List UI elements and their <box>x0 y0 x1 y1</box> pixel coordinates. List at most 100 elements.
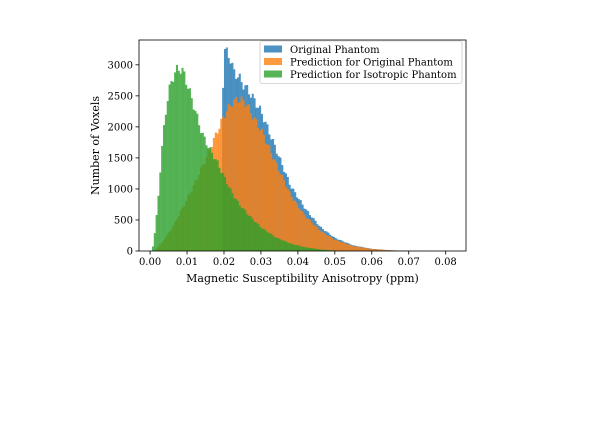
bar <box>318 249 321 251</box>
bar <box>345 244 348 251</box>
bar <box>318 230 321 251</box>
bar <box>207 148 210 251</box>
bar <box>240 208 243 251</box>
bar <box>236 200 239 251</box>
bar <box>268 145 271 251</box>
bar <box>273 159 276 251</box>
bar <box>303 246 306 251</box>
bar <box>336 240 339 251</box>
bar <box>281 240 284 251</box>
y-axis-label: Number of Voxels <box>89 96 102 195</box>
bar <box>151 246 154 251</box>
bar <box>327 250 330 251</box>
bar <box>249 216 252 251</box>
x-tick-label: 0.05 <box>324 257 346 268</box>
bar <box>386 250 389 251</box>
bar <box>266 232 269 251</box>
bar <box>292 200 295 251</box>
bar <box>310 222 313 251</box>
bar <box>292 244 295 251</box>
bar <box>344 243 347 251</box>
bar <box>225 184 228 251</box>
bar <box>308 219 312 251</box>
bar <box>334 239 337 251</box>
bar <box>242 208 245 251</box>
bar <box>297 245 300 251</box>
bar <box>264 230 267 251</box>
bar <box>175 64 178 251</box>
bar <box>305 218 308 251</box>
bar <box>331 238 334 251</box>
y-tick-label: 2500 <box>108 91 133 102</box>
bar <box>166 101 169 251</box>
bar <box>275 237 278 251</box>
bar <box>190 98 193 251</box>
bar <box>321 231 324 251</box>
bar <box>351 245 354 251</box>
bar <box>364 247 367 251</box>
bar <box>368 248 371 251</box>
bar <box>299 246 302 251</box>
y-tick-label: 2000 <box>108 122 133 133</box>
bar <box>277 238 280 251</box>
bar <box>211 152 214 251</box>
bar <box>284 241 287 251</box>
bar <box>248 104 251 252</box>
bar <box>172 81 175 251</box>
bar <box>277 170 280 251</box>
bar <box>290 196 293 251</box>
bar <box>281 175 284 251</box>
bar <box>236 102 239 252</box>
bar <box>297 207 300 251</box>
bar <box>249 113 252 251</box>
bar <box>242 100 245 251</box>
plot-frame <box>138 39 467 252</box>
bar <box>238 205 241 251</box>
bar <box>205 145 208 251</box>
bar <box>229 105 232 252</box>
bar <box>312 225 315 251</box>
bar <box>307 247 310 251</box>
bar <box>255 222 258 251</box>
bar <box>246 214 249 251</box>
bar <box>209 147 212 251</box>
bar <box>259 226 262 251</box>
bar <box>332 239 336 251</box>
x-tick-label: 0.02 <box>213 257 235 268</box>
legend-label: Prediction for Original Phantom <box>290 58 453 69</box>
bar <box>288 191 291 251</box>
bar <box>307 218 310 251</box>
bar <box>233 99 236 252</box>
bar <box>227 103 230 252</box>
bar <box>377 249 380 251</box>
bar <box>157 195 160 251</box>
bar <box>185 84 188 251</box>
bar <box>268 233 271 251</box>
bar <box>255 119 258 252</box>
bar <box>229 188 232 251</box>
bar <box>253 117 256 251</box>
bar <box>325 235 328 251</box>
x-tick-label: 0.04 <box>287 257 309 268</box>
bar <box>301 246 304 251</box>
bar <box>235 97 238 251</box>
bar <box>225 111 228 251</box>
bar <box>174 72 177 251</box>
bar <box>231 106 234 251</box>
bar <box>231 193 234 251</box>
bar <box>375 249 378 251</box>
x-tick-label: 0.07 <box>398 257 420 268</box>
bar <box>259 130 262 251</box>
bar <box>192 109 195 251</box>
legend-label: Prediction for Isotropic Phantom <box>290 70 457 81</box>
bar <box>279 239 282 251</box>
bar <box>342 242 345 251</box>
bar <box>303 214 306 251</box>
legend-label: Original Phantom <box>290 45 380 56</box>
y-tick-label: 1000 <box>108 184 133 195</box>
bar <box>222 173 225 251</box>
bar <box>294 200 297 251</box>
bar <box>163 125 166 251</box>
bar <box>240 96 243 251</box>
